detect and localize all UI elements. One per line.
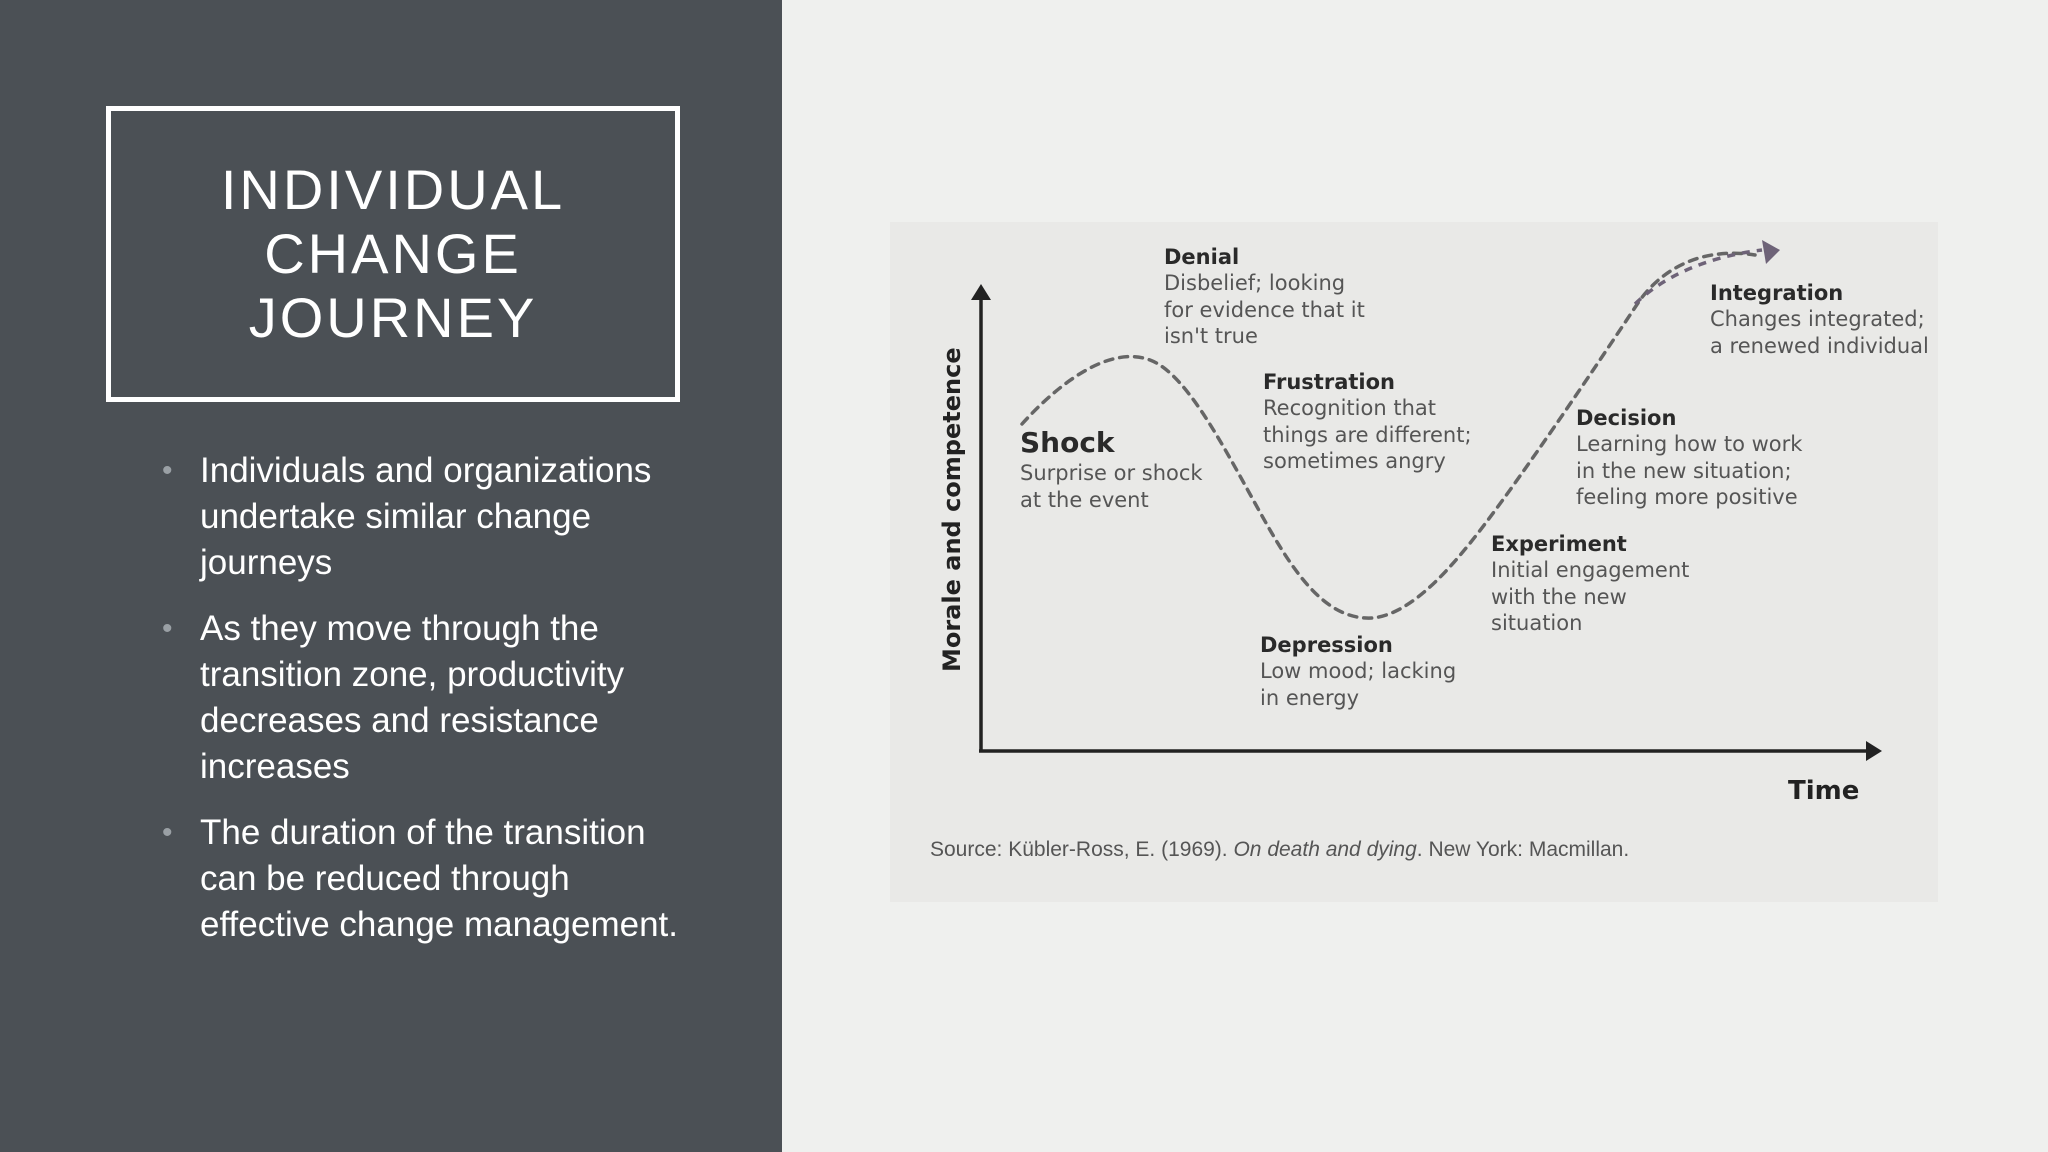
bullet-item: • Individuals and organizations undertak…	[160, 448, 680, 586]
stage-title: Depression	[1260, 633, 1393, 657]
bullet-list: • Individuals and organizations undertak…	[160, 448, 680, 968]
stage-desc: Surprise or shock at the event	[1020, 461, 1203, 512]
stage-title: Integration	[1710, 281, 1844, 305]
source-suffix: . New York: Macmillan.	[1416, 838, 1630, 861]
stage-desc: Disbelief; looking for evidence that it …	[1164, 271, 1365, 348]
stage-depression: Depression Low mood; lacking in energy	[1260, 632, 1456, 711]
source-book-title: On death and dying	[1233, 838, 1417, 861]
stage-desc: Initial engagement with the new situatio…	[1491, 558, 1690, 635]
bullet-dot-icon: •	[162, 612, 173, 645]
title-box: INDIVIDUAL CHANGE JOURNEY	[106, 106, 680, 402]
stage-desc: Recognition that things are different; s…	[1263, 396, 1472, 473]
stage-decision: Decision Learning how to work in the new…	[1576, 405, 1802, 511]
stage-frustration: Frustration Recognition that things are …	[1263, 369, 1472, 475]
stage-title: Experiment	[1491, 532, 1627, 556]
left-panel: INDIVIDUAL CHANGE JOURNEY • Individuals …	[0, 0, 782, 1152]
bullet-item: • As they move through the transition zo…	[160, 606, 680, 790]
stage-desc: Low mood; lacking in energy	[1260, 659, 1457, 710]
stage-title: Frustration	[1263, 370, 1395, 394]
change-curve	[1020, 251, 1757, 620]
stage-denial: Denial Disbelief; looking for evidence t…	[1164, 244, 1365, 350]
stage-desc: Learning how to work in the new situatio…	[1576, 432, 1803, 509]
y-axis-label: Morale and competence	[938, 347, 966, 672]
x-axis-label: Time	[1788, 776, 1860, 806]
change-curve-diagram	[890, 222, 1938, 902]
stage-experiment: Experiment Initial engagement with the n…	[1491, 531, 1689, 637]
bullet-text: As they move through the transition zone…	[200, 609, 625, 786]
x-axis-arrow-icon	[1866, 741, 1882, 761]
slide-title: INDIVIDUAL CHANGE JOURNEY	[220, 158, 566, 349]
stage-integration: Integration Changes integrated; a renewe…	[1710, 280, 1929, 359]
stage-title: Decision	[1576, 406, 1677, 430]
stage-title: Denial	[1164, 245, 1240, 269]
source-citation: Source: Kübler-Ross, E. (1969). On death…	[930, 838, 1629, 862]
bullet-dot-icon: •	[162, 454, 173, 487]
stage-shock: Shock Surprise or shock at the event	[1020, 426, 1203, 513]
bullet-dot-icon: •	[162, 816, 173, 849]
curve-tail	[1633, 248, 1763, 306]
bullet-text: Individuals and organizations undertake …	[200, 451, 652, 582]
source-prefix: Source: Kübler-Ross, E. (1969).	[930, 838, 1234, 861]
bullet-text: The duration of the transition can be re…	[200, 813, 679, 944]
stage-title: Shock	[1020, 426, 1115, 459]
stage-desc: Changes integrated; a renewed individual	[1710, 307, 1929, 358]
curve-arrow-icon	[1762, 240, 1780, 264]
bullet-item: • The duration of the transition can be …	[160, 810, 680, 948]
y-axis-arrow-icon	[971, 284, 991, 300]
